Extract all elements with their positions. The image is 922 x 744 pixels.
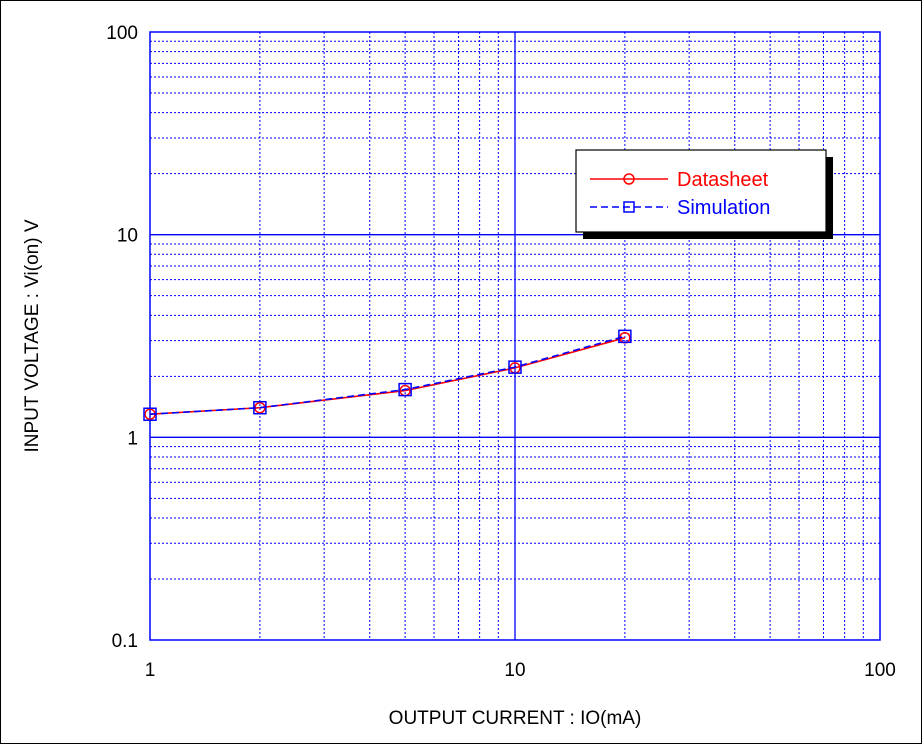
legend-simulation-marker <box>623 201 635 213</box>
series-line-datasheet <box>149 337 626 415</box>
y-tick-label: 0.1 <box>112 631 138 652</box>
data-point-simulation <box>508 360 522 374</box>
legend-box <box>575 149 827 233</box>
tick-labels: 1 10 100 0.1 1 10 100 <box>106 23 896 681</box>
x-tick-label: 10 <box>504 660 525 681</box>
series-line-simulation <box>149 335 626 415</box>
plot-area-border <box>149 31 881 641</box>
y-axis-label: INPUT VOLTAGE : Vi(on) V <box>22 219 43 452</box>
data-point-simulation <box>398 382 412 397</box>
series-layer <box>143 329 632 421</box>
x-tick-label: 1 <box>145 660 156 681</box>
data-point-simulation <box>618 329 632 344</box>
data-point-simulation <box>143 407 157 421</box>
legend-datasheet-marker <box>623 173 635 185</box>
x-tick-label: 100 <box>864 660 896 681</box>
y-tick-label: 100 <box>106 23 138 44</box>
x-axis-label: OUTPUT CURRENT : IO(mA) <box>389 708 642 729</box>
legend-datasheet-label: Datasheet <box>677 169 769 191</box>
legend-simulation-label: Simulation <box>677 197 770 219</box>
y-tick-label: 1 <box>127 428 138 449</box>
y-tick-label: 10 <box>117 226 138 247</box>
legend: Datasheet Simulation <box>575 149 833 239</box>
data-point-simulation <box>253 400 267 415</box>
grid <box>150 32 880 640</box>
